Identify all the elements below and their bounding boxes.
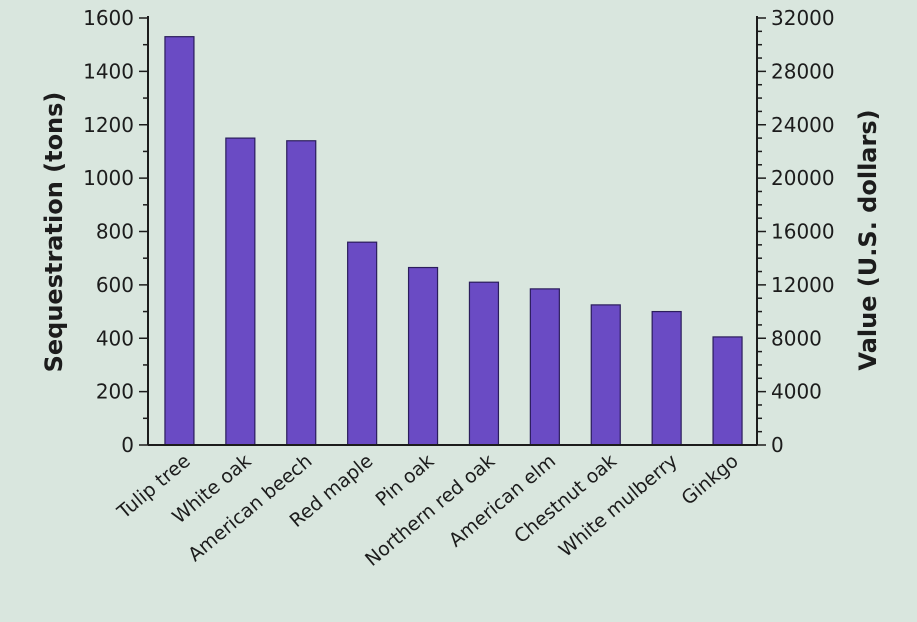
y2-tick-label: 4000 bbox=[771, 380, 822, 404]
y2-axis-title: Value (U.S. dollars) bbox=[854, 109, 882, 370]
bar bbox=[712, 336, 743, 446]
bar bbox=[590, 304, 621, 446]
bar bbox=[164, 36, 195, 446]
y2-tick-label: 32000 bbox=[771, 6, 835, 30]
y-tick-label: 600 bbox=[96, 273, 134, 297]
bar bbox=[468, 281, 500, 446]
y-axis-title: Sequestration (tons) bbox=[40, 92, 68, 373]
y2-tick-label: 28000 bbox=[771, 59, 835, 83]
axes-group bbox=[147, 16, 758, 446]
y-tick-label: 0 bbox=[121, 433, 134, 457]
y-tick-label: 800 bbox=[96, 220, 134, 244]
y2-tick-label: 8000 bbox=[771, 326, 822, 350]
ticks-group: 0200400600800100012001400160004000800012… bbox=[83, 6, 835, 457]
y2-tick-label: 16000 bbox=[771, 220, 835, 244]
y2-tick-label: 12000 bbox=[771, 273, 835, 297]
y2-tick-label: 24000 bbox=[771, 113, 835, 137]
bar bbox=[529, 288, 560, 446]
bar bbox=[651, 310, 682, 446]
y-tick-label: 1400 bbox=[83, 59, 134, 83]
bar bbox=[347, 241, 378, 446]
y-tick-label: 1000 bbox=[83, 166, 134, 190]
y-tick-label: 400 bbox=[96, 326, 134, 350]
bars-group bbox=[164, 36, 743, 446]
y2-tick-label: 20000 bbox=[771, 166, 835, 190]
y-tick-label: 200 bbox=[96, 380, 134, 404]
bar bbox=[407, 266, 439, 446]
y2-tick-label: 0 bbox=[771, 433, 784, 457]
y-tick-label: 1600 bbox=[83, 6, 134, 30]
y-tick-label: 1200 bbox=[83, 113, 134, 137]
bar bbox=[286, 140, 317, 446]
bar bbox=[225, 137, 256, 446]
